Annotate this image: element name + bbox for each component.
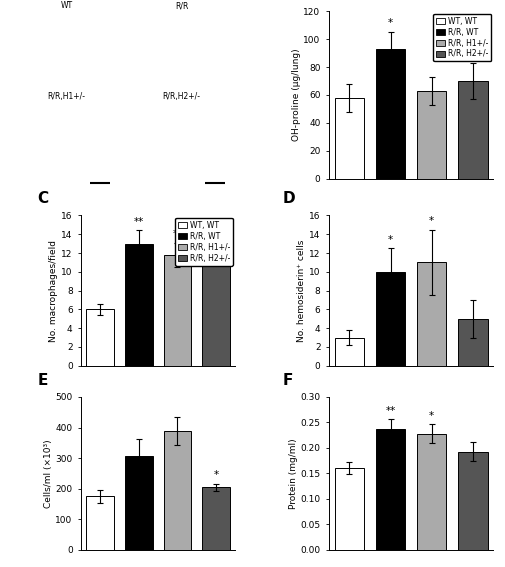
Bar [201, 248, 229, 366]
Text: F: F [282, 373, 293, 388]
Bar [457, 319, 487, 366]
Text: R/R,H2+/-: R/R,H2+/- [162, 92, 200, 100]
Bar [201, 487, 229, 550]
Text: R/R: R/R [175, 1, 188, 10]
Text: B: B [282, 0, 294, 1]
Bar [163, 431, 191, 550]
Text: **: ** [172, 229, 182, 239]
Text: *: * [428, 411, 433, 421]
Bar [375, 429, 405, 550]
Bar [86, 310, 114, 366]
Text: **: ** [211, 222, 221, 232]
Text: *: * [387, 18, 392, 28]
Bar [457, 81, 487, 179]
Text: *: * [213, 469, 218, 480]
Bar [416, 91, 445, 179]
Text: C: C [38, 192, 49, 206]
Bar [416, 263, 445, 366]
Text: **: ** [133, 217, 144, 227]
Text: D: D [282, 192, 295, 206]
Y-axis label: OH-proline (μg/lung): OH-proline (μg/lung) [291, 49, 300, 141]
Bar [334, 468, 364, 550]
Text: WT: WT [60, 1, 72, 10]
Bar [125, 456, 153, 550]
Text: E: E [38, 373, 48, 388]
Text: R/R,H1+/-: R/R,H1+/- [47, 92, 85, 100]
Bar [125, 244, 153, 366]
Legend: WT, WT, R/R, WT, R/R, H1+/-, R/R, H2+/-: WT, WT, R/R, WT, R/R, H1+/-, R/R, H2+/- [432, 14, 490, 61]
Bar [375, 49, 405, 179]
Text: *: * [387, 235, 392, 244]
Y-axis label: Cells/ml (×10³): Cells/ml (×10³) [43, 439, 53, 508]
Y-axis label: No. hemosiderin⁺ cells: No. hemosiderin⁺ cells [297, 239, 306, 342]
Text: *: * [428, 216, 433, 226]
Bar [375, 272, 405, 366]
Bar [163, 255, 191, 366]
Text: **: ** [385, 405, 395, 416]
Bar [334, 98, 364, 179]
Bar [86, 497, 114, 550]
Bar [457, 451, 487, 550]
Bar [334, 337, 364, 366]
Text: A: A [6, 0, 17, 2]
Y-axis label: Protein (mg/ml): Protein (mg/ml) [288, 438, 297, 509]
Y-axis label: No. macrophages/field: No. macrophages/field [49, 240, 58, 341]
Bar [416, 434, 445, 550]
Legend: WT, WT, R/R, WT, R/R, H1+/-, R/R, H2+/-: WT, WT, R/R, WT, R/R, H1+/-, R/R, H2+/- [175, 218, 232, 265]
